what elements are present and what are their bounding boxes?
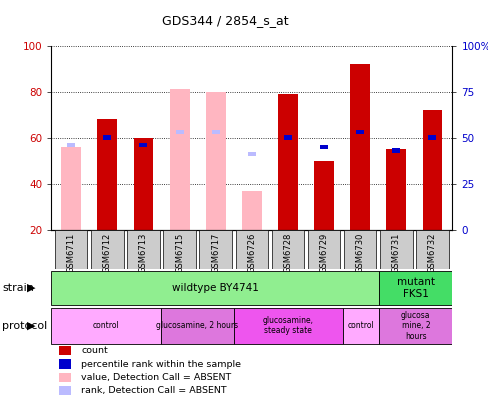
Bar [313, 161, 333, 230]
Bar [379, 308, 451, 344]
Text: glucosa
mine, 2
hours: glucosa mine, 2 hours [400, 311, 430, 341]
Text: GSM6732: GSM6732 [427, 233, 436, 273]
Bar [379, 271, 451, 305]
Bar [391, 148, 400, 153]
Bar [59, 386, 70, 396]
Text: control: control [92, 321, 119, 330]
Text: GSM6726: GSM6726 [247, 233, 256, 273]
Bar [307, 230, 340, 269]
Bar [278, 94, 297, 230]
Bar [51, 271, 379, 305]
Bar [67, 143, 75, 147]
Bar [59, 346, 70, 355]
Text: GSM6728: GSM6728 [283, 233, 292, 273]
Text: wildtype BY4741: wildtype BY4741 [172, 283, 258, 293]
Bar [343, 230, 376, 269]
Bar [415, 230, 448, 269]
Bar [247, 152, 255, 156]
Bar [103, 135, 111, 140]
Bar [127, 230, 160, 269]
Bar [97, 119, 117, 230]
Bar [55, 230, 87, 269]
Text: control: control [347, 321, 374, 330]
Bar [61, 147, 81, 230]
Bar [163, 230, 195, 269]
Text: rank, Detection Call = ABSENT: rank, Detection Call = ABSENT [81, 386, 226, 395]
Bar [427, 135, 435, 140]
Text: GSM6715: GSM6715 [175, 233, 183, 273]
Bar [139, 143, 147, 147]
Text: glucosamine, 2 hours: glucosamine, 2 hours [156, 321, 238, 330]
Text: GSM6711: GSM6711 [66, 233, 76, 273]
Text: strain: strain [2, 283, 34, 293]
Text: GSM6731: GSM6731 [391, 233, 400, 273]
Text: ▶: ▶ [27, 321, 35, 331]
Text: protocol: protocol [2, 321, 48, 331]
Bar [233, 308, 342, 344]
Text: GDS344 / 2854_s_at: GDS344 / 2854_s_at [162, 14, 287, 27]
Bar [199, 230, 231, 269]
Bar [205, 91, 225, 230]
Text: count: count [81, 346, 108, 355]
Bar [59, 360, 70, 369]
Bar [133, 138, 153, 230]
Bar [355, 130, 364, 134]
Bar [349, 64, 369, 230]
Bar [211, 130, 219, 134]
Bar [320, 145, 327, 149]
Bar [284, 135, 291, 140]
Text: GSM6730: GSM6730 [355, 233, 364, 273]
Bar [51, 308, 161, 344]
Text: GSM6717: GSM6717 [211, 233, 220, 273]
Text: percentile rank within the sample: percentile rank within the sample [81, 360, 241, 369]
Bar [175, 130, 183, 134]
Text: GSM6713: GSM6713 [139, 233, 148, 273]
Bar [59, 373, 70, 382]
Text: ▶: ▶ [27, 283, 35, 293]
Bar [271, 230, 304, 269]
Text: GSM6712: GSM6712 [102, 233, 112, 273]
Bar [91, 230, 123, 269]
Text: glucosamine,
steady state: glucosamine, steady state [262, 316, 313, 335]
Text: value, Detection Call = ABSENT: value, Detection Call = ABSENT [81, 373, 231, 382]
Bar [169, 89, 189, 230]
Text: mutant
FKS1: mutant FKS1 [396, 277, 434, 299]
Text: GSM6729: GSM6729 [319, 233, 328, 273]
Bar [242, 190, 261, 230]
Bar [422, 110, 442, 230]
Bar [161, 308, 233, 344]
Bar [235, 230, 267, 269]
Bar [379, 230, 412, 269]
Bar [342, 308, 379, 344]
Bar [386, 149, 406, 230]
